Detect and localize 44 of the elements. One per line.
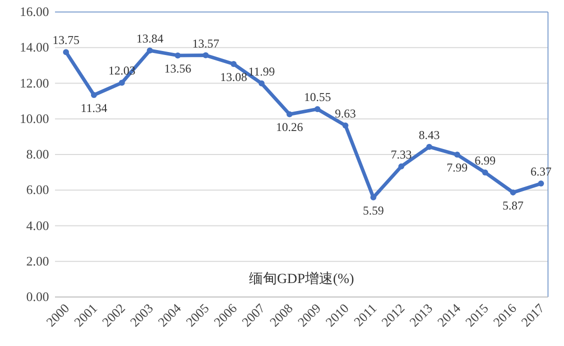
data-label: 11.99 xyxy=(248,64,275,78)
point xyxy=(538,180,544,187)
point xyxy=(314,106,320,112)
point xyxy=(63,49,69,56)
data-label: 11.34 xyxy=(80,101,108,116)
point xyxy=(174,52,181,58)
y-tick-label: 2.00 xyxy=(26,253,49,268)
point xyxy=(398,163,404,170)
data-label: 5.59 xyxy=(362,203,384,218)
point xyxy=(146,47,153,54)
y-tick-label: 6.00 xyxy=(26,182,49,198)
data-label: 13.56 xyxy=(164,61,192,76)
data-label: 8.43 xyxy=(418,128,440,142)
y-tick-label: 12.00 xyxy=(20,75,49,90)
x-tick-label: 2011 xyxy=(350,300,380,330)
y-tick-label: 0.00 xyxy=(26,289,49,304)
point xyxy=(202,52,209,58)
data-label: 10.26 xyxy=(276,120,304,134)
data-label: 13.75 xyxy=(52,33,80,48)
data-label: 5.87 xyxy=(502,198,524,212)
data-label: 6.99 xyxy=(474,153,496,168)
point xyxy=(342,122,348,128)
data-label: 13.08 xyxy=(220,70,248,84)
y-tick-label: 4.00 xyxy=(26,218,49,233)
data-label: 10.55 xyxy=(304,90,331,104)
point xyxy=(510,189,516,196)
text: 缅甸GDP增速(%) xyxy=(249,271,354,287)
point xyxy=(454,152,460,158)
point xyxy=(90,92,97,98)
data-label: 9.63 xyxy=(334,106,356,120)
data-label: 7.33 xyxy=(390,147,412,162)
data-label: 7.99 xyxy=(446,160,468,175)
point xyxy=(286,111,293,118)
point xyxy=(118,80,125,86)
data-label: 13.84 xyxy=(136,31,164,46)
y-tick-label: 8.00 xyxy=(26,146,49,162)
point xyxy=(482,169,488,176)
point xyxy=(258,80,265,86)
point xyxy=(426,144,432,150)
point xyxy=(230,61,237,68)
y-tick-label: 14.00 xyxy=(20,40,49,55)
data-label: 13.57 xyxy=(192,36,220,50)
y-tick-label: 16.00 xyxy=(20,4,49,19)
y-tick-label: 10.00 xyxy=(20,110,49,126)
